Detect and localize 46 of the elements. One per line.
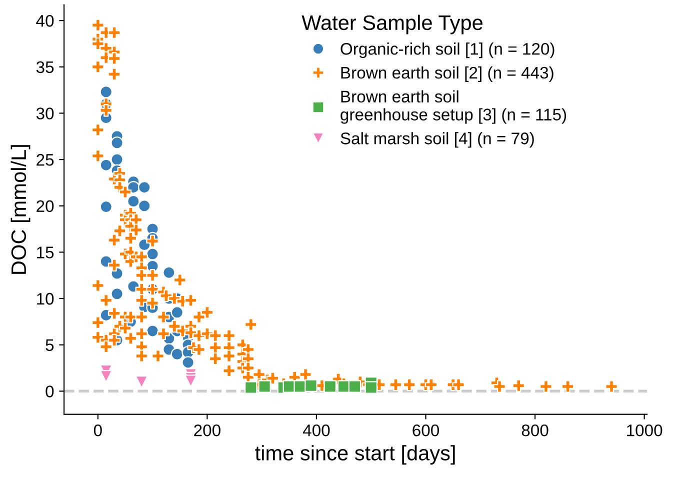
legend-label: Brown earth soil greenhouse setup [3] (n = 115) (340, 90, 566, 124)
y-tick-label: 5 (46, 339, 54, 352)
point (170, 348, 184, 360)
point (244, 381, 258, 394)
y-tick-label: 0 (46, 386, 54, 398)
point (138, 199, 151, 212)
point (364, 381, 378, 394)
point (100, 370, 112, 383)
point (294, 380, 306, 393)
point (304, 379, 318, 392)
y-tick-label: 40 (36, 14, 54, 27)
point (146, 324, 159, 338)
x-tick-label: 800 (522, 424, 548, 436)
point (146, 248, 159, 260)
legend-title: Water Sample Type (302, 14, 482, 34)
point (110, 153, 124, 166)
x-tick-label: 1000 (627, 424, 662, 436)
x-axis-title: time since start [days] (255, 445, 455, 465)
x-tick-label: 0 (94, 424, 102, 436)
point (162, 266, 176, 279)
y-tick-label: 35 (36, 61, 54, 74)
point (138, 180, 151, 194)
point (100, 200, 112, 214)
point (100, 86, 112, 98)
point (348, 380, 362, 393)
legend-label: Salt marsh soil [4] (n = 79) (340, 132, 534, 148)
point (110, 136, 124, 150)
y-tick-label: 25 (36, 154, 54, 166)
point (184, 374, 198, 388)
legend-label: Organic-rich soil [1] (n = 120) (340, 42, 554, 58)
point (100, 158, 112, 172)
legend-label: Brown earth soil [2] (n = 443) (341, 66, 554, 82)
y-tick-label: 20 (36, 200, 54, 212)
point (324, 380, 336, 393)
y-tick-label: 15 (37, 246, 54, 258)
point (258, 380, 271, 393)
x-tick-label: 400 (302, 424, 330, 436)
y-axis-title: DOC [mmol/L] (10, 145, 30, 274)
y-tick-label: 10 (37, 292, 54, 305)
point (127, 194, 140, 208)
y-tick-label: 30 (36, 108, 54, 120)
point (170, 306, 184, 319)
x-tick-label: 600 (412, 424, 439, 436)
point (110, 288, 124, 300)
point (182, 356, 194, 369)
x-tick-label: 200 (194, 424, 220, 436)
